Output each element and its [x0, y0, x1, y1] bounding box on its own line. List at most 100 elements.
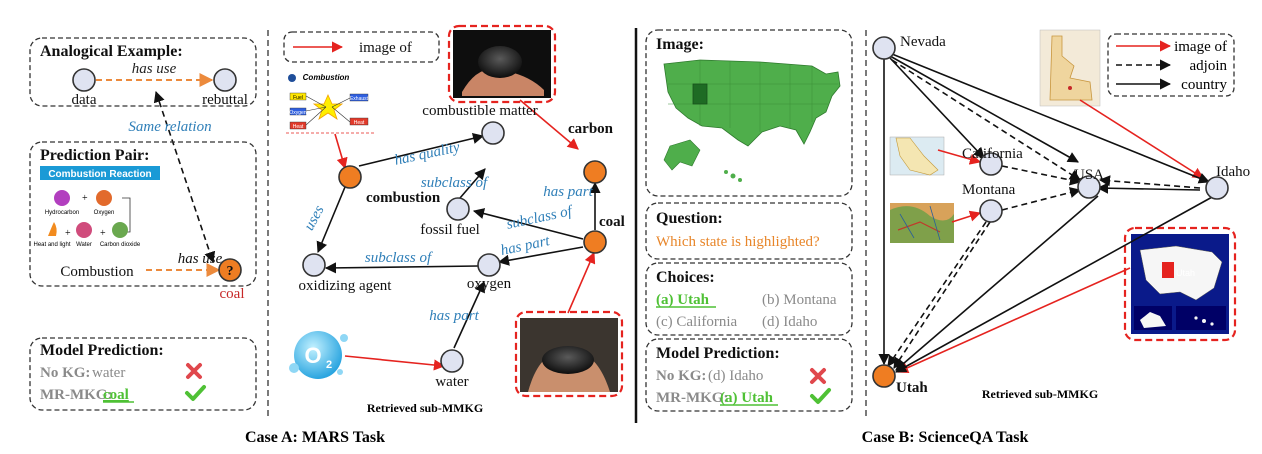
edge-idaho-usa [1096, 182, 1201, 194]
node-idaho [1205, 176, 1229, 200]
image-of-california [937, 149, 982, 165]
image-of-utah [896, 267, 1131, 373]
svg-text:Fuel: Fuel [293, 95, 303, 101]
node-utah [872, 364, 896, 388]
edge-idaho-utah [895, 195, 1215, 373]
image-of-carbon [519, 99, 579, 150]
mrmkg-value-b: (a) Utah [720, 390, 774, 406]
label-california: California [962, 146, 1023, 162]
coal-pile-image [514, 310, 624, 398]
node-carbon [583, 160, 607, 184]
question-title: Question: [656, 210, 723, 227]
legend-image-of-b: image of [1174, 39, 1227, 55]
model-title-b: Model Prediction: [656, 345, 780, 362]
subgraph-caption-b: Retrieved sub-MMKG [982, 387, 1098, 401]
label-combustible-matter: combustible matter [422, 103, 537, 119]
edge-uses [316, 186, 346, 254]
legend-image-of-label: image of [359, 40, 412, 56]
edge-coal-has-part-oxygen [497, 246, 584, 266]
node-combustion [338, 165, 362, 189]
node-combustible-matter [481, 121, 505, 145]
node-fossil-fuel [446, 197, 470, 221]
svg-text:Exhaust: Exhaust [350, 96, 369, 102]
model-prediction-box-a: Model Prediction: No KG: water MR-MKG: c… [29, 337, 257, 411]
label-data: data [72, 92, 97, 108]
edge-nevada-california [889, 57, 985, 159]
caption-case-a: Case A: MARS Task [245, 429, 385, 446]
edge-coal-subclass-fossil [472, 208, 584, 240]
image-box-b: Image: [645, 29, 853, 197]
choice-b: (b) Montana [762, 292, 837, 308]
mrmkg-value-a: coal [103, 387, 129, 403]
node-coal [583, 230, 607, 254]
pair-title: Prediction Pair: [40, 147, 149, 164]
subgraph-caption-a: Retrieved sub-MMKG [367, 401, 483, 415]
edge-subclass-fossil [459, 168, 486, 199]
label-usa: USA [1074, 167, 1104, 183]
node-rebuttal [213, 68, 237, 92]
edge-usa-utah [895, 195, 1099, 371]
svg-text:Heat: Heat [354, 120, 365, 126]
image-of-idaho [1079, 99, 1204, 179]
edge-oxygen-subclass-agent [324, 262, 479, 274]
label-carbon: carbon [568, 121, 614, 137]
same-relation-arrow [153, 90, 216, 264]
model-title-a: Model Prediction: [40, 342, 164, 359]
svg-text:Hydrocarbon: Hydrocarbon [45, 210, 79, 216]
rel-uses: uses [301, 203, 327, 233]
carbon-dioxide-molecule-icon [112, 222, 128, 238]
label-montana: Montana [962, 182, 1016, 198]
svg-text:Oxygen: Oxygen [289, 110, 306, 116]
model-prediction-box-b: Model Prediction: No KG: (d) Idaho MR-MK… [645, 338, 853, 412]
same-relation-label: Same relation [128, 119, 211, 135]
label-water: water [435, 374, 468, 390]
flame-icon [48, 222, 57, 236]
legend-country: country [1181, 77, 1227, 93]
nokg-label-b: No KG: [656, 368, 706, 384]
montana-map-image [890, 203, 954, 243]
edge-nevada-usa [889, 55, 1079, 163]
mrmkg-label-b: MR-MKG: [656, 390, 728, 406]
label-nevada: Nevada [900, 34, 946, 50]
svg-text:Water: Water [76, 242, 92, 248]
edge-nevada-idaho [891, 53, 1211, 184]
idaho-map-image [1039, 29, 1101, 107]
pair-answer: coal [220, 286, 245, 302]
node-california [979, 152, 1003, 176]
example-relation: has use [132, 61, 177, 77]
edge-water-has-part-oxygen [453, 280, 485, 349]
o2-bubble-image: O 2 [289, 331, 348, 379]
rel-has-quality: has quality [393, 139, 461, 168]
node-data [72, 68, 96, 92]
combustion-chart-image: Combustion Fuel Oxygen Heat Exhaust Heat [284, 70, 376, 134]
rel-subclass-of-3: subclass of [365, 250, 433, 266]
edge-has-quality [358, 132, 485, 167]
node-nevada [872, 36, 896, 60]
choice-a: (a) Utah [656, 292, 710, 308]
nokg-value-b: (d) Idaho [708, 368, 763, 384]
utah-map-tag: Utah [1176, 268, 1195, 278]
unknown-answer-node [218, 258, 242, 282]
choices-box: Choices: (a) Utah (b) Montana (c) Califo… [645, 262, 853, 336]
utah-map-image: Utah [1123, 226, 1237, 342]
image-of-montana [951, 210, 982, 223]
node-usa [1077, 175, 1101, 199]
water-molecule-icon [76, 222, 92, 238]
coal-in-hand-image [447, 24, 557, 104]
svg-text:+: + [100, 228, 106, 239]
choice-d: (d) Idaho [762, 314, 817, 330]
rel-subclass-of-1: subclass of [421, 175, 489, 191]
label-combustion: combustion [366, 190, 441, 206]
legend-image-of: image of [283, 31, 440, 63]
analogical-example-box: Analogical Example: has use data rebutta… [29, 37, 257, 108]
node-montana [979, 199, 1003, 223]
svg-text:Carbon dioxide: Carbon dioxide [100, 242, 141, 248]
edge-california-utah [887, 221, 987, 367]
edge-montana-utah [893, 221, 991, 369]
edge-montana-usa [1001, 187, 1082, 211]
svg-text:Combustion: Combustion [303, 73, 350, 82]
combustion-reaction-image: Combustion Reaction + Hydrocarbon Oxygen… [33, 166, 160, 248]
label-coal: coal [599, 214, 625, 230]
question-mark-icon: ? [227, 264, 234, 279]
